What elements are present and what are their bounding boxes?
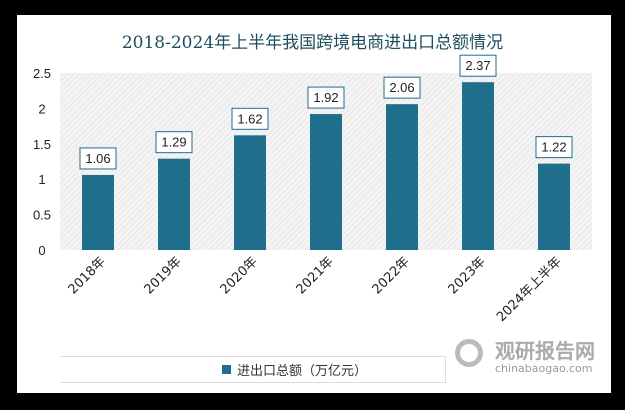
x-tick-label: 2020年 [218,254,261,297]
data-label: 1.22 [541,140,566,155]
data-label: 1.62 [237,111,262,126]
legend: 进出口总额（万亿元） [60,356,446,383]
watermark-en: chinabaogao.com [495,362,593,375]
x-tick-label: 2019年 [142,254,185,297]
y-tick-label: 2.5 [33,66,51,81]
legend-swatch [222,365,231,374]
watermark-cn: 观研报告网 [495,339,595,363]
x-tick-label: 2023年 [446,254,489,297]
legend-label: 进出口总额（万亿元） [237,364,368,379]
data-label-box [79,147,117,170]
data-label: 1.06 [85,151,110,166]
x-tick-label: 2022年 [370,254,413,297]
bar [158,158,190,250]
bar [82,174,114,250]
data-label: 1.29 [161,135,186,150]
data-label-box [383,76,421,99]
y-tick-label: 1.5 [33,137,51,152]
chart-title: 2018-2024年上半年我国跨境电商进出口总额情况 [121,33,504,53]
data-label-box [459,54,497,77]
data-label: 2.06 [389,80,414,95]
x-tick-label: 2024年上半年 [494,254,565,325]
data-label-box [535,136,573,159]
y-tick-label: 2 [38,101,45,116]
x-tick-label: 2021年 [294,254,337,297]
data-label-box [231,107,269,130]
bar [462,82,494,250]
y-tick-label: 0.5 [33,208,51,223]
data-label: 1.92 [313,90,338,105]
data-label-box [307,86,345,109]
y-tick-label: 0 [38,243,45,258]
x-tick-label: 2018年 [66,254,109,297]
bar [538,163,570,250]
bar [310,114,342,251]
watermark-logo-icon [455,339,483,367]
data-label: 2.37 [465,58,490,73]
bar [386,104,418,250]
bar [234,135,266,250]
y-tick-label: 1 [38,172,45,187]
data-label-box [155,131,193,154]
